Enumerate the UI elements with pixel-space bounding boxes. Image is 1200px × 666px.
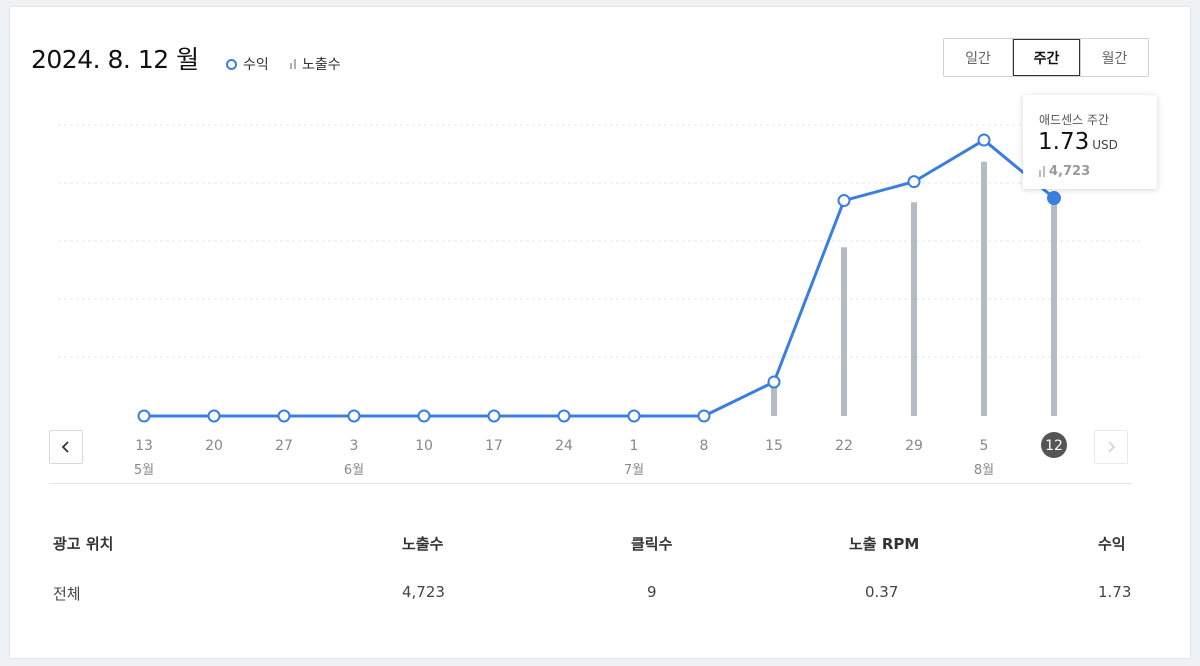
month-label: 8월	[974, 463, 994, 478]
chevron-right-icon	[1108, 441, 1116, 453]
data-point	[417, 409, 431, 423]
impressions-bar	[1051, 203, 1057, 416]
impressions-bar	[911, 202, 917, 416]
data-point	[557, 409, 571, 423]
impressions-bar	[771, 382, 777, 416]
legend-impressions: 노출수	[290, 54, 341, 74]
x-tick-label: 1	[630, 438, 639, 454]
divider	[49, 483, 1131, 484]
tab-monthly[interactable]: 월간	[1080, 39, 1148, 76]
legend-impressions-label: 노출수	[302, 57, 341, 73]
x-tick-label: 15	[765, 438, 783, 454]
selected-tick-badge	[1041, 432, 1067, 458]
circle-icon	[226, 58, 237, 70]
tab-daily[interactable]: 일간	[944, 39, 1012, 76]
x-tick-label: 24	[555, 438, 573, 454]
tooltip-value: 1.73 USD	[1038, 129, 1118, 155]
data-point	[277, 409, 291, 423]
previous-period-button[interactable]	[49, 430, 83, 464]
x-tick-label: 8	[700, 438, 709, 454]
data-point	[977, 133, 991, 147]
x-tick-label: 12	[1045, 438, 1063, 454]
data-point	[767, 375, 781, 389]
x-tick-label: 29	[905, 438, 923, 454]
tooltip-title: 애드센스 주간	[1039, 113, 1110, 127]
x-tick-label: 20	[205, 438, 223, 454]
x-tick-label: 17	[485, 438, 503, 454]
x-tick-label: 10	[415, 438, 433, 454]
data-point	[137, 409, 151, 423]
legend-revenue: 수익	[226, 54, 269, 74]
tooltip-impressions-value: 4,723	[1049, 164, 1091, 179]
column-header-revenue: 수익	[1098, 535, 1126, 553]
table-cell-clicks: 9	[647, 583, 657, 601]
table-cell-rpm: 0.37	[865, 583, 899, 601]
tooltip-impressions: 4,723	[1039, 164, 1090, 179]
x-tick-label: 13	[135, 438, 153, 454]
column-header-rpm: 노출 RPM	[849, 535, 920, 553]
table-cell-revenue: 1.73	[1098, 583, 1132, 601]
data-point	[627, 409, 641, 423]
impressions-bar	[981, 161, 987, 416]
x-tick-label: 5	[980, 438, 989, 454]
data-point	[697, 409, 711, 423]
next-period-button[interactable]	[1094, 430, 1128, 464]
adsense-report-card	[9, 6, 1191, 659]
chevron-left-icon	[61, 441, 69, 453]
data-point	[907, 175, 921, 189]
table-cell-impressions: 4,723	[402, 583, 445, 601]
column-header-ad-placement: 광고 위치	[53, 535, 114, 553]
tab-weekly[interactable]: 주간	[1012, 39, 1080, 76]
column-header-impressions: 노출수	[402, 535, 444, 553]
bar-chart-icon	[1039, 165, 1045, 177]
month-label: 7월	[624, 463, 644, 478]
bar-chart-icon	[290, 59, 296, 69]
legend-revenue-label: 수익	[243, 57, 269, 73]
data-point	[207, 409, 221, 423]
revenue-line	[144, 138, 1055, 418]
x-tick-label: 3	[350, 438, 359, 454]
column-header-clicks: 클릭수	[631, 535, 673, 553]
period-toggle: 일간 주간 월간	[943, 38, 1149, 77]
page-title: 2024. 8. 12 월	[31, 45, 199, 74]
chart-tooltip: 애드센스 주간 1.73 USD 4,723	[1023, 95, 1157, 189]
x-tick-label: 22	[835, 438, 853, 454]
data-point	[347, 409, 361, 423]
x-tick-label: 27	[275, 438, 293, 454]
revenue-chart: 13 20 27 3 10 17 24 1 8 15 22 29 5 12 5월 6월 7월 8월	[58, 124, 1140, 478]
tooltip-amount: 1.73	[1038, 129, 1090, 155]
tooltip-unit: USD	[1092, 138, 1118, 152]
data-point	[837, 194, 851, 208]
table-cell-placement: 전체	[53, 585, 81, 603]
month-label: 5월	[134, 463, 154, 478]
month-label: 6월	[344, 463, 364, 478]
selected-data-point	[1047, 191, 1061, 206]
data-point	[487, 409, 501, 423]
impressions-bar	[841, 247, 847, 416]
